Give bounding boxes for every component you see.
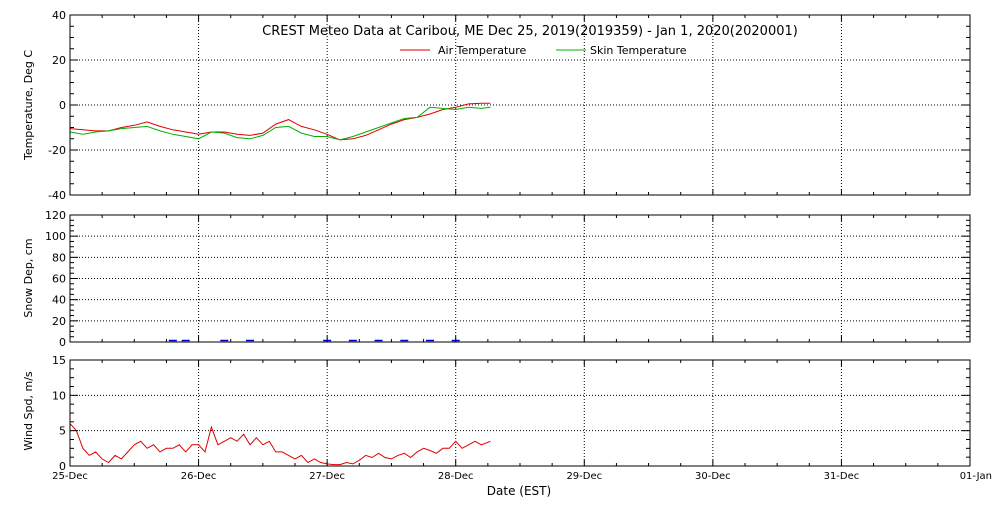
y-tick-label: 0 [59,99,66,112]
y-axis-label-snow: Snow Dep, cm [22,238,35,317]
y-tick-label: -20 [48,144,66,157]
x-axis-label: Date (EST) [487,484,551,498]
x-tick-label: 30-Dec [695,471,731,482]
wind-speed-line [69,423,491,466]
y-tick-label: -40 [48,189,66,202]
air-temperature-line [69,102,491,141]
data-layer [69,102,491,466]
y-axis-label-wind: Wind Spd, m/s [22,371,35,451]
y-tick-label: 15 [52,354,66,367]
skin-temperature-line [69,106,491,141]
x-tick-label: 29-Dec [566,471,602,482]
x-tick-label: 31-Dec [824,471,860,482]
y-tick-label: 20 [52,54,66,67]
y-tick-label: 60 [52,273,66,286]
y-tick-label: 0 [59,460,66,473]
chart-title: CREST Meteo Data at Caribou, ME Dec 25, … [262,24,798,39]
x-tick-label: 25-Dec [52,471,88,482]
legend-label-skin: Skin Temperature [590,44,687,57]
y-tick-label: 120 [45,209,66,222]
grid-layer [70,15,970,466]
y-tick-label: 80 [52,251,66,264]
legend-label-air: Air Temperature [438,44,527,57]
y-tick-label: 0 [59,336,66,349]
axes-layer: -40 -20 0 20 40 0 20 40 60 80 100 120 0 5 10 15 25-Dec 26… [45,9,992,482]
y-tick-label: 20 [52,315,66,328]
y-tick-label: 40 [52,9,66,22]
y-axis-label-temperature: Temperature, Deg C [22,50,35,161]
y-tick-label: 40 [52,294,66,307]
x-tick-label: 01-Jan [960,471,992,482]
y-tick-label: 5 [59,425,66,438]
y-tick-label: 10 [52,389,66,402]
x-tick-label: 26-Dec [181,471,217,482]
legend: Air Temperature Skin Temperature [400,44,687,57]
x-tick-label: 27-Dec [309,471,345,482]
x-tick-label: 28-Dec [438,471,474,482]
y-tick-label: 100 [45,230,66,243]
